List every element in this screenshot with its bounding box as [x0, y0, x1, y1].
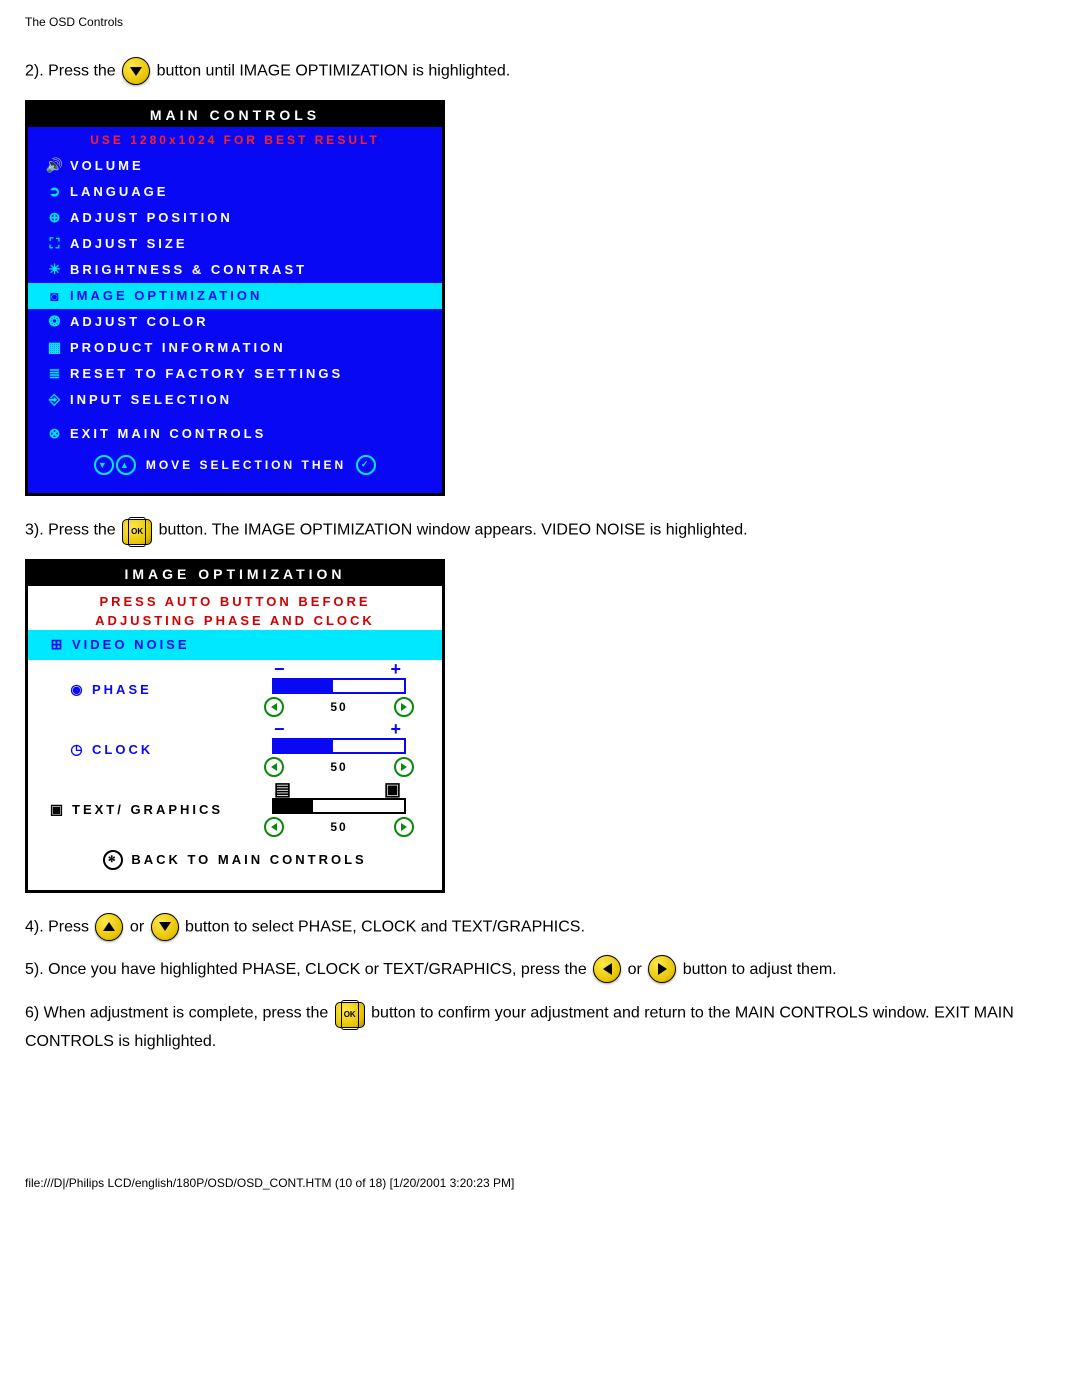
page-footer: file:///D|/Philips LCD/english/180P/OSD/… [25, 1176, 1055, 1190]
menu-item-label: IMAGE OPTIMIZATION [70, 288, 428, 303]
osd-title: MAIN CONTROLS [28, 103, 442, 127]
menu-item-icon: ⊕ [42, 209, 70, 226]
clock-value: 50 [330, 760, 347, 774]
osd-menu-item[interactable]: ≣RESET TO FACTORY SETTINGS [28, 361, 442, 387]
left-nav-icon[interactable] [264, 697, 284, 717]
step-2: 2). Press the button until IMAGE OPTIMIZ… [25, 57, 1055, 86]
video-noise-icon: ⊞ [44, 636, 72, 653]
right-nav-icon[interactable] [394, 817, 414, 837]
menu-item-icon: ☀ [42, 261, 70, 278]
text-graphics-label: TEXT/ GRAPHICS [72, 802, 252, 817]
step-4: 4). Press or button to select PHASE, CLO… [25, 913, 1055, 942]
text-graphics-icon: ▣ [44, 801, 72, 818]
exit-icon: ⊗ [42, 425, 70, 442]
menu-item-icon: ⎆ [42, 391, 70, 408]
step-5: 5). Once you have highlighted PHASE, CLO… [25, 955, 1055, 985]
osd2-warn2: ADJUSTING PHASE AND CLOCK [28, 611, 442, 630]
phase-slider[interactable]: −+ 50 [252, 663, 426, 717]
osd-menu-item[interactable]: ⎆INPUT SELECTION [28, 387, 442, 413]
menu-item-label: INPUT SELECTION [70, 392, 428, 407]
menu-item-icon: ⛶ [42, 235, 70, 252]
left-button-icon [593, 955, 621, 985]
osd-hint: USE 1280x1024 FOR BEST RESULT [28, 131, 442, 153]
back-icon: ✻ [103, 850, 123, 870]
osd2-warn1: PRESS AUTO BUTTON BEFORE [28, 592, 442, 611]
menu-item-label: ADJUST SIZE [70, 236, 428, 251]
osd-body: USE 1280x1024 FOR BEST RESULT 🔊VOLUME➲LA… [28, 127, 442, 493]
phase-row[interactable]: ◉ PHASE −+ 50 [28, 660, 442, 720]
left-nav-icon[interactable] [264, 757, 284, 777]
down-nav-icon: ▼ [94, 455, 114, 475]
osd-menu-item[interactable]: ⛶ADJUST SIZE [28, 231, 442, 257]
osd-menu-item[interactable]: ➲LANGUAGE [28, 179, 442, 205]
menu-item-icon: ➲ [42, 183, 70, 200]
up-nav-icon: ▲ [116, 455, 136, 475]
right-nav-icon[interactable] [394, 757, 414, 777]
page-header: The OSD Controls [25, 15, 1055, 29]
step-6: 6) When adjustment is complete, press th… [25, 999, 1055, 1056]
menu-item-icon: ≣ [42, 365, 70, 382]
menu-item-label: BRIGHTNESS & CONTRAST [70, 262, 428, 277]
image-optimization-dialog: IMAGE OPTIMIZATION PRESS AUTO BUTTON BEF… [25, 559, 445, 893]
video-noise-row[interactable]: ⊞ VIDEO NOISE [28, 630, 442, 660]
osd2-body: PRESS AUTO BUTTON BEFORE ADJUSTING PHASE… [28, 586, 442, 890]
down-button-icon [122, 57, 150, 86]
osd-exit-row[interactable]: ⊗ EXIT MAIN CONTROLS [28, 421, 442, 447]
left-nav-icon[interactable] [264, 817, 284, 837]
osd-menu-item[interactable]: ⊕ADJUST POSITION [28, 205, 442, 231]
menu-item-label: PRODUCT INFORMATION [70, 340, 428, 355]
osd-footer: ▼ ▲ MOVE SELECTION THEN ✓ [28, 447, 442, 483]
right-button-icon [648, 955, 676, 985]
menu-item-icon: 🔊 [42, 157, 70, 174]
phase-icon: ◉ [44, 681, 92, 698]
right-nav-icon[interactable] [394, 697, 414, 717]
menu-item-icon: ❂ [42, 313, 70, 330]
menu-item-icon: ◙ [42, 288, 70, 304]
ok-button-icon: OK [335, 999, 365, 1028]
menu-item-label: ADJUST COLOR [70, 314, 428, 329]
up-button-icon [95, 913, 123, 942]
clock-icon: ◷ [44, 741, 92, 758]
back-row[interactable]: ✻ BACK TO MAIN CONTROLS [28, 840, 442, 880]
osd-exit-label: EXIT MAIN CONTROLS [70, 426, 428, 441]
menu-item-label: ADJUST POSITION [70, 210, 428, 225]
clock-row[interactable]: ◷ CLOCK −+ 50 [28, 720, 442, 780]
phase-value: 50 [330, 700, 347, 714]
clock-label: CLOCK [92, 742, 252, 757]
osd2-title: IMAGE OPTIMIZATION [28, 562, 442, 586]
osd-menu-item[interactable]: ☀BRIGHTNESS & CONTRAST [28, 257, 442, 283]
ok-nav-icon: ✓ [356, 455, 376, 475]
menu-item-label: RESET TO FACTORY SETTINGS [70, 366, 428, 381]
osd-menu-item[interactable]: 🔊VOLUME [28, 153, 442, 179]
step-3: 3). Press the OK button. The IMAGE OPTIM… [25, 516, 1055, 545]
menu-item-icon: ▦ [42, 339, 70, 356]
video-noise-label: VIDEO NOISE [72, 637, 252, 652]
osd-menu-item[interactable]: ❂ADJUST COLOR [28, 309, 442, 335]
osd-menu-item[interactable]: ▦PRODUCT INFORMATION [28, 335, 442, 361]
menu-item-label: VOLUME [70, 158, 428, 173]
main-controls-dialog: MAIN CONTROLS USE 1280x1024 FOR BEST RES… [25, 100, 445, 496]
menu-item-label: LANGUAGE [70, 184, 428, 199]
phase-label: PHASE [92, 682, 252, 697]
ok-button-icon: OK [122, 516, 152, 545]
textg-value: 50 [330, 820, 347, 834]
down-button-icon [151, 913, 179, 942]
osd-menu-item[interactable]: ◙IMAGE OPTIMIZATION [28, 283, 442, 309]
clock-slider[interactable]: −+ 50 [252, 723, 426, 777]
textg-slider[interactable]: ▤▣ 50 [252, 783, 426, 837]
text-graphics-row[interactable]: ▣ TEXT/ GRAPHICS ▤▣ 50 [28, 780, 442, 840]
